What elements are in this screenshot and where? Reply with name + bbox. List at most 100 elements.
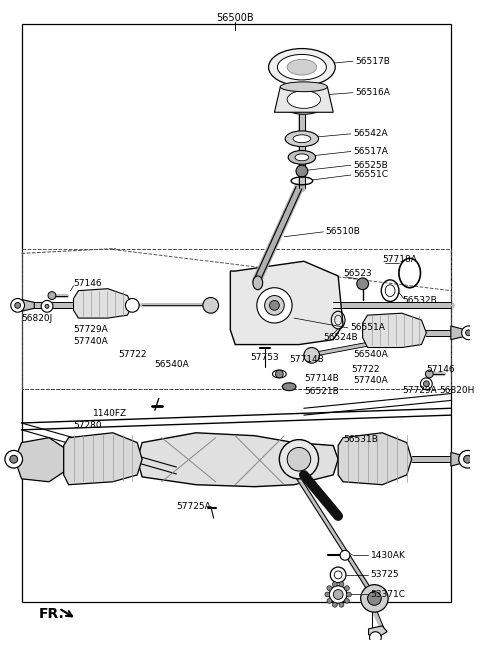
Text: 56551C: 56551C	[353, 171, 388, 180]
Polygon shape	[15, 438, 64, 482]
Ellipse shape	[277, 54, 326, 80]
Circle shape	[332, 582, 337, 587]
Circle shape	[368, 592, 381, 605]
Circle shape	[203, 298, 218, 313]
Circle shape	[420, 378, 432, 390]
Text: 57722: 57722	[351, 364, 379, 373]
Text: 57753: 57753	[250, 353, 279, 362]
Text: 56525B: 56525B	[353, 161, 387, 170]
Ellipse shape	[288, 151, 316, 164]
Text: 53371C: 53371C	[371, 590, 406, 599]
Circle shape	[327, 598, 332, 603]
Text: 56516A: 56516A	[355, 88, 390, 97]
Polygon shape	[18, 300, 34, 311]
Text: 56532B: 56532B	[402, 296, 437, 305]
Polygon shape	[451, 452, 466, 466]
Text: 56500B: 56500B	[216, 13, 254, 23]
Circle shape	[327, 586, 332, 590]
Text: 56524B: 56524B	[324, 333, 358, 342]
Ellipse shape	[268, 48, 335, 86]
Circle shape	[340, 550, 350, 560]
Circle shape	[360, 585, 388, 612]
Text: 57722: 57722	[118, 350, 146, 359]
Circle shape	[15, 302, 21, 308]
Circle shape	[347, 592, 351, 597]
Ellipse shape	[253, 276, 263, 289]
Circle shape	[325, 592, 330, 597]
Text: 56540A: 56540A	[353, 350, 387, 359]
Circle shape	[287, 448, 311, 471]
Circle shape	[333, 590, 343, 599]
Circle shape	[11, 298, 24, 312]
Text: 56510B: 56510B	[325, 227, 360, 236]
Circle shape	[339, 582, 344, 587]
Text: 57146: 57146	[426, 364, 455, 373]
Text: 57714B: 57714B	[304, 375, 338, 383]
Polygon shape	[451, 326, 468, 340]
Text: 56531B: 56531B	[343, 435, 378, 444]
Circle shape	[45, 304, 49, 308]
Polygon shape	[363, 313, 426, 348]
Circle shape	[125, 298, 139, 312]
Text: 56523: 56523	[343, 269, 372, 278]
Circle shape	[466, 330, 471, 336]
Ellipse shape	[285, 131, 319, 147]
Text: 56542A: 56542A	[353, 129, 387, 138]
Circle shape	[270, 300, 279, 310]
Circle shape	[264, 296, 284, 315]
Circle shape	[48, 291, 56, 300]
Circle shape	[459, 450, 476, 468]
Text: 57725A: 57725A	[177, 502, 211, 511]
Circle shape	[5, 450, 23, 468]
Ellipse shape	[295, 154, 309, 161]
Text: 56517A: 56517A	[353, 147, 388, 156]
Text: FR.: FR.	[39, 607, 65, 621]
Circle shape	[464, 455, 471, 463]
Ellipse shape	[287, 90, 321, 109]
Text: 56551A: 56551A	[350, 324, 385, 333]
Circle shape	[345, 598, 349, 603]
Text: 57740A: 57740A	[353, 377, 387, 385]
Text: 57146: 57146	[73, 279, 102, 288]
Text: 56521B: 56521B	[304, 387, 338, 396]
Ellipse shape	[282, 383, 296, 391]
Ellipse shape	[287, 59, 317, 75]
Text: 56820J: 56820J	[22, 313, 53, 322]
Ellipse shape	[278, 85, 329, 114]
Text: 57740A: 57740A	[73, 337, 108, 346]
Text: 57729A: 57729A	[73, 326, 108, 335]
Circle shape	[339, 602, 344, 607]
Text: 53725: 53725	[371, 570, 399, 579]
Polygon shape	[275, 87, 333, 112]
Circle shape	[423, 381, 429, 387]
Text: 56820H: 56820H	[439, 386, 474, 395]
Text: 1140FZ: 1140FZ	[93, 409, 127, 418]
Polygon shape	[64, 433, 142, 484]
Circle shape	[370, 632, 381, 643]
Polygon shape	[369, 626, 387, 638]
Circle shape	[334, 571, 342, 579]
Text: 57718A: 57718A	[382, 255, 417, 264]
Circle shape	[332, 602, 337, 607]
Circle shape	[276, 370, 283, 378]
Text: 1430AK: 1430AK	[371, 551, 406, 560]
Circle shape	[330, 567, 346, 583]
Circle shape	[279, 440, 319, 479]
Circle shape	[257, 287, 292, 323]
Polygon shape	[137, 433, 338, 486]
Circle shape	[304, 348, 320, 363]
Text: 56540A: 56540A	[154, 360, 189, 369]
Polygon shape	[338, 433, 412, 484]
Circle shape	[425, 370, 433, 378]
Text: 56517B: 56517B	[355, 57, 390, 66]
Circle shape	[329, 586, 347, 603]
Text: 57280: 57280	[73, 421, 102, 430]
Polygon shape	[230, 261, 343, 344]
Text: 57729A: 57729A	[402, 386, 437, 395]
Circle shape	[296, 165, 308, 177]
Ellipse shape	[293, 135, 311, 143]
Circle shape	[345, 586, 349, 590]
Circle shape	[41, 300, 53, 312]
Text: 57714B: 57714B	[289, 355, 324, 364]
Circle shape	[357, 278, 369, 289]
